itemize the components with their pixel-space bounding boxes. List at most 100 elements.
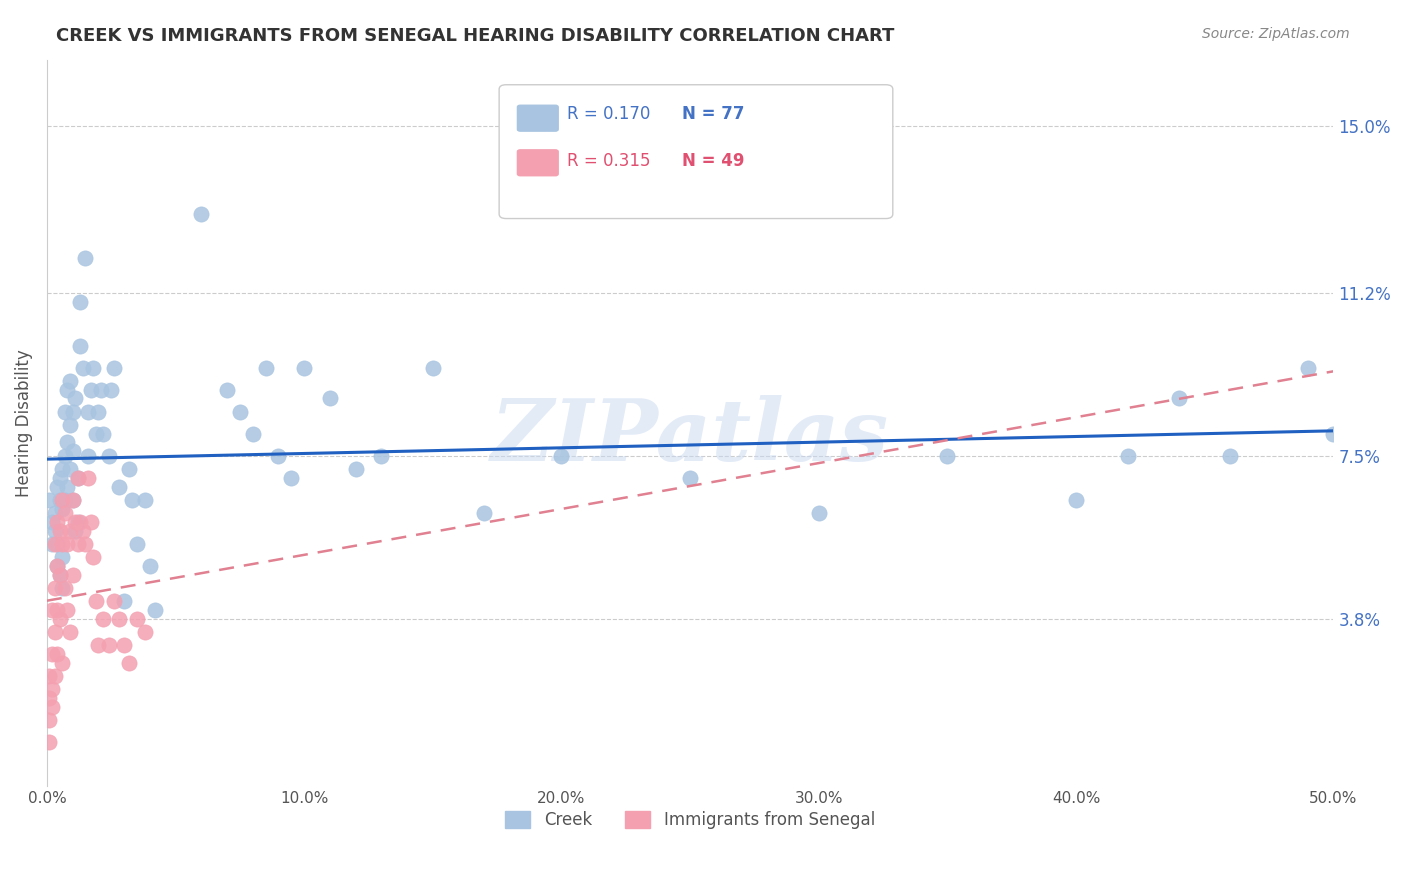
Point — [51, 549, 73, 564]
Point — [267, 449, 290, 463]
Point — [319, 392, 342, 406]
Point — [41, 699, 63, 714]
Point — [72, 360, 94, 375]
Point — [53, 449, 76, 463]
Point — [84, 426, 107, 441]
Point — [56, 435, 79, 450]
Point — [38, 735, 60, 749]
Point — [77, 449, 100, 463]
Legend: Creek, Immigrants from Senegal: Creek, Immigrants from Senegal — [499, 804, 882, 836]
Point — [46, 479, 69, 493]
Point — [1168, 392, 1191, 406]
Point — [69, 294, 91, 309]
Point — [69, 339, 91, 353]
Point — [112, 638, 135, 652]
Point — [51, 581, 73, 595]
Text: N = 49: N = 49 — [682, 152, 744, 169]
Point — [44, 537, 66, 551]
Point — [53, 492, 76, 507]
Point — [48, 611, 70, 625]
Point — [48, 567, 70, 582]
Point — [75, 251, 97, 265]
Point — [48, 524, 70, 538]
Point — [77, 471, 100, 485]
Point — [59, 462, 82, 476]
Point — [51, 537, 73, 551]
Point — [134, 624, 156, 639]
Point — [51, 462, 73, 476]
Point — [215, 383, 238, 397]
Point — [59, 374, 82, 388]
Point — [46, 647, 69, 661]
Point — [44, 624, 66, 639]
Point — [56, 479, 79, 493]
Point — [44, 524, 66, 538]
Point — [62, 444, 84, 458]
Point — [72, 524, 94, 538]
Point — [242, 426, 264, 441]
Point — [63, 524, 86, 538]
Point — [344, 462, 367, 476]
Point — [44, 506, 66, 520]
Point — [1296, 360, 1319, 375]
Point — [121, 492, 143, 507]
Point — [97, 449, 120, 463]
Point — [48, 567, 70, 582]
Point — [280, 471, 302, 485]
Point — [59, 417, 82, 432]
Text: R = 0.315: R = 0.315 — [567, 152, 650, 169]
Point — [139, 558, 162, 573]
Y-axis label: Hearing Disability: Hearing Disability — [15, 349, 32, 497]
Point — [62, 492, 84, 507]
Point — [550, 449, 572, 463]
Point — [103, 360, 125, 375]
Point — [134, 492, 156, 507]
Point — [84, 594, 107, 608]
Point — [93, 611, 115, 625]
Point — [87, 638, 110, 652]
Point — [59, 524, 82, 538]
Point — [143, 603, 166, 617]
Point — [82, 549, 104, 564]
Point — [48, 492, 70, 507]
Point — [41, 603, 63, 617]
Point — [59, 624, 82, 639]
Point — [69, 515, 91, 529]
Point — [46, 603, 69, 617]
Text: ZIPatlas: ZIPatlas — [491, 395, 889, 479]
Point — [370, 449, 392, 463]
Point — [1064, 492, 1087, 507]
Point — [807, 506, 830, 520]
Point — [46, 515, 69, 529]
Point — [90, 383, 112, 397]
Point — [44, 669, 66, 683]
Point — [1322, 426, 1344, 441]
Point — [108, 479, 131, 493]
Point — [51, 492, 73, 507]
Point — [77, 405, 100, 419]
Point — [422, 360, 444, 375]
Point — [38, 713, 60, 727]
Point — [229, 405, 252, 419]
Point — [79, 383, 101, 397]
Point — [56, 603, 79, 617]
Point — [41, 515, 63, 529]
Point — [472, 506, 495, 520]
Point — [62, 492, 84, 507]
Point — [41, 647, 63, 661]
Point — [118, 656, 141, 670]
Point — [125, 537, 148, 551]
Point — [46, 537, 69, 551]
Point — [112, 594, 135, 608]
Point — [103, 594, 125, 608]
Point — [1116, 449, 1139, 463]
Point — [44, 581, 66, 595]
Text: R = 0.170: R = 0.170 — [567, 105, 650, 123]
Point — [75, 537, 97, 551]
Point — [38, 492, 60, 507]
Point — [53, 506, 76, 520]
Point — [63, 515, 86, 529]
Point — [51, 656, 73, 670]
Point — [66, 471, 89, 485]
Point — [66, 515, 89, 529]
